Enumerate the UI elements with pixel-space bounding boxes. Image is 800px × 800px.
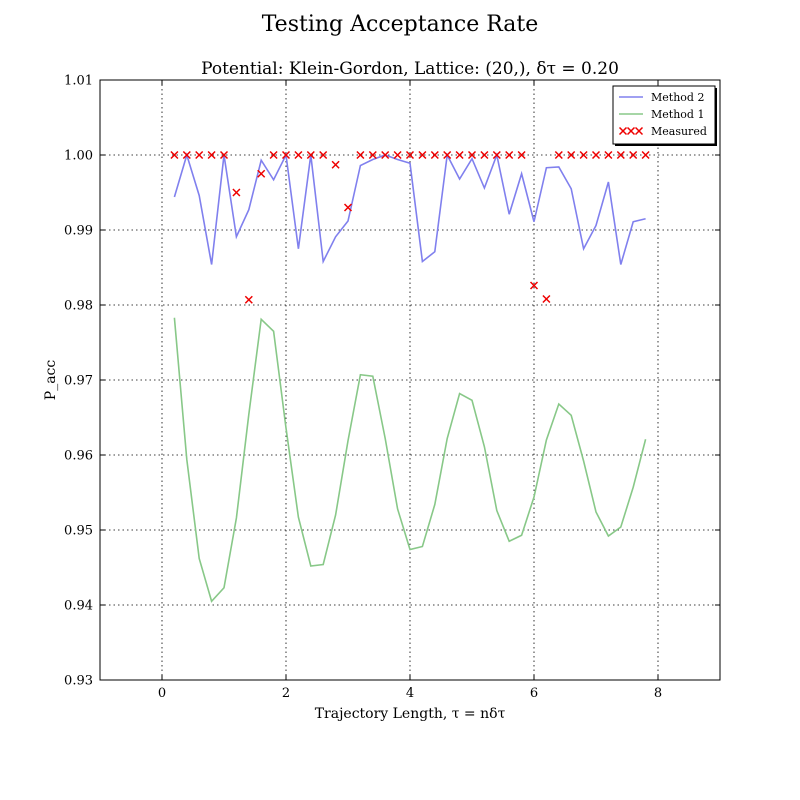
legend-label-method-1: Method 1 — [651, 108, 704, 121]
y-tick-label: 0.96 — [64, 449, 93, 464]
data-point-measured — [529, 281, 539, 290]
data-point-measured — [604, 150, 613, 160]
y-axis-label: P_acc — [43, 360, 59, 401]
data-point-measured — [281, 150, 291, 160]
data-point-measured — [467, 150, 477, 160]
data-point-measured — [207, 150, 216, 160]
data-point-measured — [418, 150, 427, 160]
legend-x-marker — [634, 126, 644, 136]
legend-x-marker — [618, 126, 628, 136]
data-point-measured — [381, 150, 390, 160]
data-point-measured — [505, 150, 514, 160]
legend-label-measured: Measured — [651, 125, 707, 138]
y-tick-label: 0.97 — [64, 374, 93, 389]
y-tick-label: 1.00 — [64, 149, 93, 164]
series-layer — [170, 150, 650, 603]
legend-marker-measured — [618, 126, 644, 136]
x-tick-label: 2 — [282, 686, 290, 701]
x-tick-label: 0 — [158, 686, 166, 701]
data-point-measured — [616, 150, 625, 160]
legend-x-marker — [626, 126, 636, 136]
y-tick-label: 0.93 — [64, 674, 93, 689]
grid-layer — [100, 79, 720, 681]
legend-label-method-2: Method 2 — [651, 91, 704, 104]
y-tick-label: 0.98 — [64, 299, 93, 314]
series-line-method-1 — [173, 317, 647, 603]
data-point-measured — [182, 150, 191, 160]
data-point-measured — [244, 295, 253, 304]
data-point-measured — [319, 150, 328, 160]
data-point-measured — [219, 150, 229, 160]
legend-box — [612, 85, 716, 145]
data-point-measured — [343, 203, 353, 212]
y-tick-label: 0.94 — [64, 599, 93, 614]
y-tick-label: 1.01 — [64, 74, 93, 89]
data-point-measured — [455, 150, 464, 160]
data-point-measured — [443, 150, 452, 160]
data-point-measured — [591, 150, 601, 160]
data-point-measured — [306, 150, 315, 160]
tick-layer: 0 2 4 6 8 0.93 0.94 0.95 0.96 0.97 0.98 0.99 1.00 1.0… — [64, 74, 720, 701]
data-point-measured — [331, 160, 340, 169]
data-point-measured — [492, 150, 501, 160]
x-tick-label: 6 — [530, 686, 538, 701]
data-point-measured — [480, 150, 489, 160]
chart-title: Testing Acceptance Rate — [262, 12, 539, 37]
y-tick-label: 0.95 — [64, 524, 93, 539]
data-point-measured — [430, 150, 439, 160]
data-point-measured — [542, 294, 551, 304]
x-axis-label: Trajectory Length, τ = nδτ — [315, 706, 506, 722]
data-point-measured — [269, 150, 278, 160]
data-point-measured — [641, 150, 650, 160]
data-point-measured — [368, 150, 377, 160]
data-point-measured — [393, 150, 402, 160]
data-point-measured — [232, 188, 241, 197]
data-point-measured — [405, 150, 415, 160]
chart-subtitle: Potential: Klein-Gordon, Lattice: (20,),… — [201, 59, 619, 79]
data-point-measured — [567, 150, 576, 160]
legend: Method 2 Method 1 Measured — [612, 85, 717, 146]
data-point-measured — [629, 150, 638, 160]
data-point-measured — [579, 150, 588, 160]
x-tick-label: 8 — [654, 686, 662, 701]
data-point-measured — [356, 150, 365, 160]
data-point-measured — [294, 150, 303, 160]
data-point-measured — [257, 169, 266, 178]
y-tick-label: 0.99 — [64, 224, 93, 239]
data-point-measured — [170, 150, 179, 160]
x-tick-label: 4 — [406, 686, 414, 701]
data-point-measured — [517, 150, 526, 160]
data-point-measured — [195, 150, 204, 160]
series-line-method-2 — [173, 152, 646, 265]
data-point-measured — [554, 150, 563, 160]
